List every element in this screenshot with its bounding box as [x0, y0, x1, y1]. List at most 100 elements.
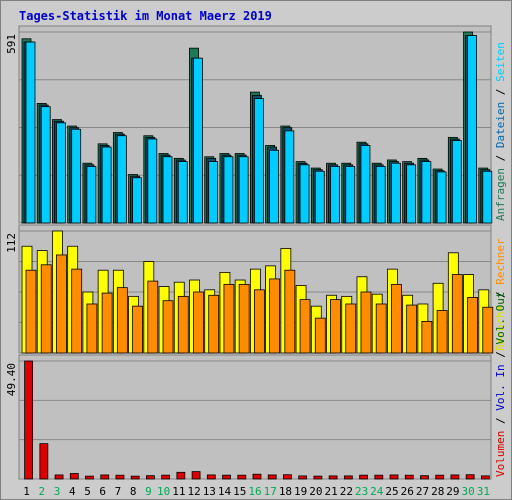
x-tick-label-day-15: 15	[233, 485, 246, 498]
x-tick-label-day-11: 11	[172, 485, 185, 498]
legend-top: Anfragen / Dateien / Seiten	[494, 42, 507, 221]
x-tick-label-day-19: 19	[294, 485, 307, 498]
x-tick-label-day-14: 14	[218, 485, 232, 498]
bar-rechner-day-31	[482, 306, 494, 354]
x-tick-label-day-3: 3	[54, 485, 61, 498]
bar-volumen-day-10	[161, 474, 171, 480]
bar-seiten-day-7	[116, 135, 127, 224]
x-tick-label-day-20: 20	[309, 485, 322, 498]
x-tick-label-day-22: 22	[340, 485, 353, 498]
bar-volumen-day-9	[146, 475, 155, 480]
bar-volumen-day-23	[359, 474, 368, 480]
bar-rechner-day-29	[451, 274, 463, 354]
x-tick-label-day-9: 9	[145, 485, 152, 498]
x-tick-label-day-13: 13	[203, 485, 216, 498]
bar-volumen-day-12	[191, 471, 201, 480]
x-tick-label-day-30: 30	[462, 485, 475, 498]
legend-entry-top-2: Dateien	[494, 102, 507, 148]
bar-rechner-day-17	[269, 278, 281, 354]
bar-seiten-day-16	[253, 98, 264, 224]
x-tick-label-day-2: 2	[39, 485, 46, 498]
bar-rechner-day-5	[86, 303, 98, 354]
bar-seiten-day-1	[25, 41, 36, 224]
bar-rechner-day-6	[101, 292, 113, 354]
bar-rechner-day-7	[116, 287, 128, 354]
bar-seiten-day-8	[132, 177, 142, 224]
x-tick-label-day-8: 8	[130, 485, 137, 498]
bar-volumen-day-14	[222, 474, 231, 480]
bar-rechner-day-25	[391, 283, 402, 354]
x-tick-label-day-24: 24	[370, 485, 384, 498]
bar-volumen-day-1	[24, 360, 34, 480]
x-tick-label-day-1: 1	[23, 485, 30, 498]
bar-volumen-day-2	[39, 443, 49, 480]
bar-volumen-day-15	[237, 474, 247, 480]
bar-rechner-day-12	[193, 291, 204, 354]
bar-seiten-day-26	[406, 164, 417, 224]
bar-volumen-day-26	[404, 474, 414, 480]
legend-entry-top-4: Seiten	[494, 42, 507, 82]
bar-volumen-day-7	[115, 474, 125, 480]
bar-rechner-day-23	[360, 291, 372, 354]
bar-rechner-day-19	[299, 299, 311, 354]
legend-entry-top-0: Anfragen	[494, 168, 507, 221]
bar-seiten-day-30	[467, 35, 477, 224]
bar-rechner-day-16	[253, 289, 265, 354]
x-tick-label-day-31: 31	[477, 485, 490, 498]
bar-rechner-day-14	[223, 283, 235, 354]
x-tick-label-day-7: 7	[115, 485, 122, 498]
bar-seiten-day-28	[436, 171, 447, 224]
bar-volumen-day-8	[130, 475, 140, 480]
bar-volumen-day-18	[283, 474, 292, 480]
bar-seiten-day-5	[86, 166, 97, 224]
bar-seiten-day-21	[330, 166, 340, 224]
bar-volumen-day-22	[343, 475, 353, 480]
bar-seiten-day-12	[193, 57, 203, 224]
bar-rechner-day-26	[406, 304, 418, 354]
bar-rechner-day-10	[162, 300, 174, 354]
y-max-label-top: 591	[5, 34, 18, 54]
legend-entry-top-3: /	[494, 82, 507, 102]
y-max-label-bottom: 49.40	[5, 363, 18, 396]
x-tick-label-day-5: 5	[84, 485, 91, 498]
bar-rechner-day-21	[330, 299, 341, 354]
bar-rechner-day-18	[284, 269, 296, 354]
bar-rechner-day-4	[71, 268, 83, 354]
bar-volumen-day-25	[389, 474, 399, 480]
bar-volumen-day-24	[374, 474, 384, 480]
bar-volumen-day-4	[69, 473, 79, 480]
x-tick-label-day-23: 23	[355, 485, 368, 498]
bar-volumen-day-21	[328, 475, 338, 480]
bar-seiten-day-25	[391, 162, 401, 224]
bar-rechner-day-8	[132, 305, 143, 354]
bar-seiten-day-19	[299, 164, 310, 224]
bar-rechner-day-9	[147, 280, 159, 354]
bar-seiten-day-4	[71, 128, 82, 224]
bar-volumen-day-3	[54, 474, 64, 480]
bar-seiten-day-9	[147, 138, 158, 224]
bar-rechner-day-30	[467, 297, 478, 354]
legend-middle: Besuche / Rechner	[494, 238, 507, 351]
bar-volumen-day-29	[450, 474, 460, 480]
x-tick-label-day-18: 18	[279, 485, 292, 498]
bar-volumen-day-6	[100, 474, 110, 480]
bar-seiten-day-6	[101, 146, 112, 224]
x-tick-label-day-27: 27	[416, 485, 429, 498]
bar-volumen-day-5	[85, 475, 94, 480]
x-tick-label-day-4: 4	[69, 485, 76, 498]
bar-seiten-day-15	[238, 156, 249, 224]
x-tick-label-day-28: 28	[431, 485, 444, 498]
bar-seiten-day-22	[345, 166, 356, 224]
legend-entry-middle-1: /	[494, 285, 507, 305]
legend-entry-bottom-1: /	[494, 411, 507, 431]
bar-volumen-day-13	[206, 474, 216, 480]
bar-rechner-day-1	[25, 269, 37, 354]
legend-entry-bottom-2: Vol. In	[494, 364, 507, 410]
bar-rechner-day-24	[375, 303, 387, 354]
bar-volumen-day-31	[480, 475, 490, 480]
legend-bottom: Volumen / Vol. In / Vol. Out	[494, 292, 507, 477]
bar-seiten-day-17	[269, 149, 280, 224]
legend-entry-top-1: /	[494, 148, 507, 168]
